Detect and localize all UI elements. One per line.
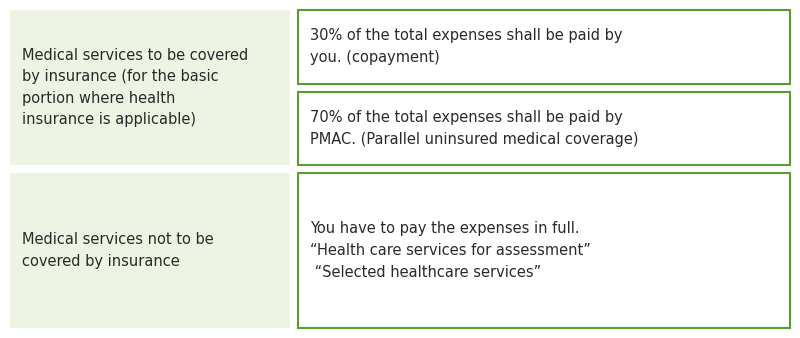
Bar <box>10 173 290 328</box>
Text: 30% of the total expenses shall be paid by
you. (copayment): 30% of the total expenses shall be paid … <box>310 28 622 65</box>
Bar <box>298 92 790 165</box>
Text: Medical services not to be
covered by insurance: Medical services not to be covered by in… <box>22 232 214 269</box>
Bar <box>298 10 790 83</box>
Text: 70% of the total expenses shall be paid by
PMAC. (Parallel uninsured medical cov: 70% of the total expenses shall be paid … <box>310 110 638 147</box>
Bar <box>10 10 290 165</box>
Bar <box>298 173 790 328</box>
Text: You have to pay the expenses in full.
“Health care services for assessment”
 “Se: You have to pay the expenses in full. “H… <box>310 221 591 280</box>
Text: Medical services to be covered
by insurance (for the basic
portion where health
: Medical services to be covered by insura… <box>22 48 248 127</box>
